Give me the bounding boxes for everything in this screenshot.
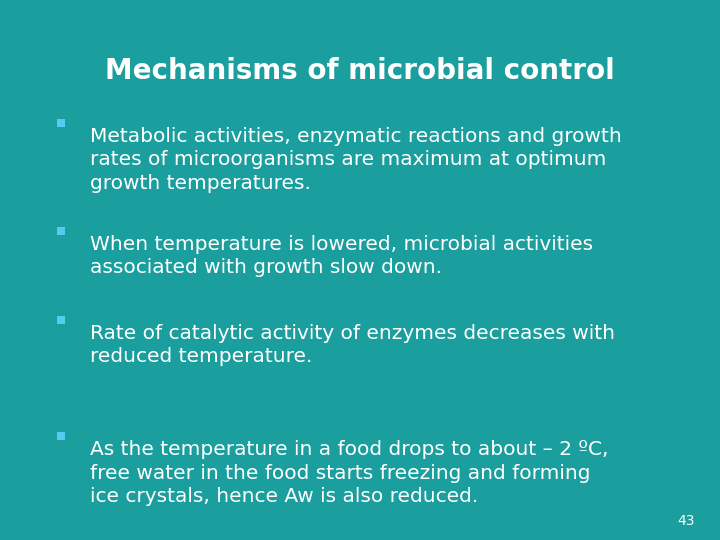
Text: Rate of catalytic activity of enzymes decreases with
reduced temperature.: Rate of catalytic activity of enzymes de… xyxy=(90,324,615,367)
Text: 43: 43 xyxy=(678,514,695,528)
Text: Metabolic activities, enzymatic reactions and growth
rates of microorganisms are: Metabolic activities, enzymatic reaction… xyxy=(90,127,622,193)
Text: When temperature is lowered, microbial activities
associated with growth slow do: When temperature is lowered, microbial a… xyxy=(90,235,593,278)
Text: As the temperature in a food drops to about – 2 ºC,
free water in the food start: As the temperature in a food drops to ab… xyxy=(90,440,608,506)
Text: Mechanisms of microbial control: Mechanisms of microbial control xyxy=(105,57,615,85)
